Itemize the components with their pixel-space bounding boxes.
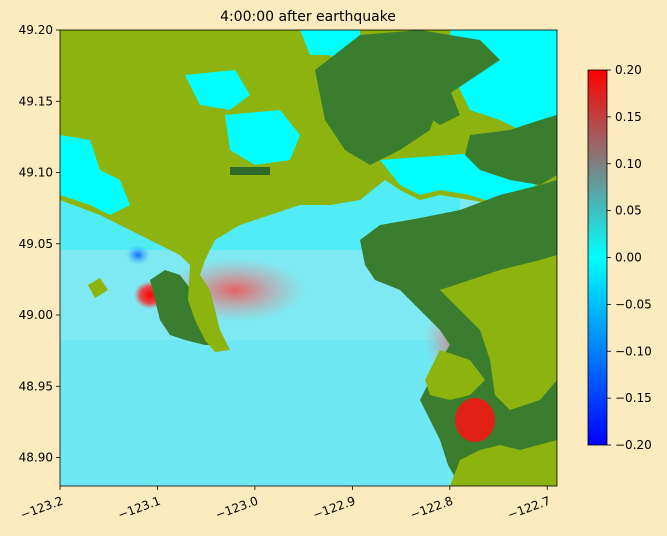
colorbar-tick-label: 0.00 <box>615 251 642 265</box>
colorbar <box>587 69 608 446</box>
colorbar-tick-label: −0.05 <box>615 297 652 311</box>
x-tick-label: −122.7 <box>506 494 553 522</box>
y-tick-label: 49.20 <box>19 23 53 37</box>
x-tick-label: −122.9 <box>311 494 358 522</box>
colorbar-tick-label: −0.20 <box>615 438 652 452</box>
x-axis: −123.2 −123.1 −123.0 −122.9 −122.8 −122.7 <box>18 486 552 522</box>
y-tick-label: 48.90 <box>19 451 53 465</box>
land-south-light <box>450 440 557 486</box>
water-lower-tint <box>60 340 460 486</box>
inlet-cyan-5 <box>225 110 300 165</box>
x-tick-label: −123.2 <box>18 494 65 522</box>
land-east-dark <box>360 180 557 486</box>
colorbar-tick-label: 0.10 <box>615 157 642 171</box>
colorbar-axis: −0.20 −0.15 −0.10 −0.05 0.00 0.05 0.10 0.15 0.20 <box>607 63 652 452</box>
y-tick-label: 49.05 <box>19 237 53 251</box>
land-north-dark <box>315 30 500 165</box>
delta-dark-band <box>230 167 270 175</box>
land-southeast-light <box>425 350 485 400</box>
plot-frame <box>59 29 558 487</box>
colorbar-tick-label: 0.20 <box>615 63 642 77</box>
y-tick-label: 49.15 <box>19 94 53 108</box>
inlet-cyan-6 <box>185 70 250 110</box>
x-tick-label: −122.8 <box>408 494 455 522</box>
inlet-cyan-4 <box>60 135 130 215</box>
x-tick-label: −123.0 <box>213 494 260 522</box>
y-tick-label: 49.00 <box>19 308 53 322</box>
land-east-light <box>440 255 557 410</box>
y-axis: 48.90 48.95 49.00 49.05 49.10 49.15 49.20 <box>19 23 60 465</box>
land-northeast-dark <box>465 115 557 185</box>
colorbar-tick-label: −0.15 <box>615 391 652 405</box>
y-tick-label: 49.10 <box>19 166 53 180</box>
land-island-light <box>88 278 108 298</box>
y-tick-label: 48.95 <box>19 379 53 393</box>
heatmap-area <box>60 30 557 486</box>
land-spit-light <box>188 265 230 352</box>
colorbar-tick-label: −0.10 <box>615 344 652 358</box>
land-northeast-bump <box>420 90 460 125</box>
hotspot-positive-3-core <box>455 398 495 442</box>
hotspot-negative-1 <box>126 245 150 265</box>
colorbar-tick-label: 0.05 <box>615 204 642 218</box>
x-tick-label: −123.1 <box>116 494 163 522</box>
colorbar-tick-label: 0.15 <box>615 110 642 124</box>
chart-title: 4:00:00 after earthquake <box>220 9 396 25</box>
